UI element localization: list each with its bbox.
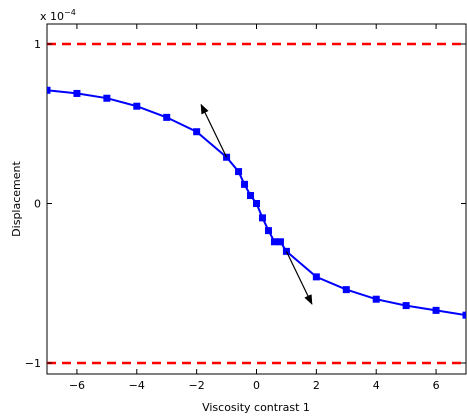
data-point [402,302,410,310]
y-scale-label: x 10−4 [40,8,76,23]
data-point [462,311,466,319]
x-tick-label: 0 [253,379,260,392]
x-tick-label: −2 [189,379,205,392]
data-point [432,306,440,314]
y-tick-label: 1 [34,38,41,51]
series-line [47,89,466,317]
data-point [372,295,380,303]
x-tick-label: 6 [433,379,440,392]
y-tick-label: −1 [25,357,41,370]
x-tick-label: 4 [373,379,380,392]
data-point [241,180,249,188]
data-point [264,227,272,235]
data-point [73,89,81,97]
data-point [276,238,284,246]
data-point [133,102,141,110]
x-tick-label: −4 [129,379,145,392]
ticks-layer: −6 −4 −2 0 2 4 6 −1 0 1 [25,24,466,392]
data-point [103,94,111,102]
x-axis-label: Viscosity contrast 1 [202,401,310,414]
annotation-arrow [200,103,228,158]
arrows-layer [200,103,313,305]
data-point [342,286,350,294]
data-point [312,273,320,281]
y-scale-exponent: −4 [64,8,76,17]
series-layer [47,86,466,319]
x-tick-label: 2 [313,379,320,392]
data-point [47,86,51,94]
data-point [247,192,255,200]
y-tick-label: 0 [34,198,41,211]
y-axis-label: Displacement [10,161,23,237]
reference-lines [47,42,466,365]
data-point [235,168,243,176]
x-tick-label: −6 [69,379,85,392]
data-point [193,128,201,136]
annotation-arrow [285,251,313,305]
data-point [270,238,278,246]
data-point [253,200,260,207]
data-point [258,214,266,222]
plot-area [46,23,467,375]
data-point [163,113,171,121]
